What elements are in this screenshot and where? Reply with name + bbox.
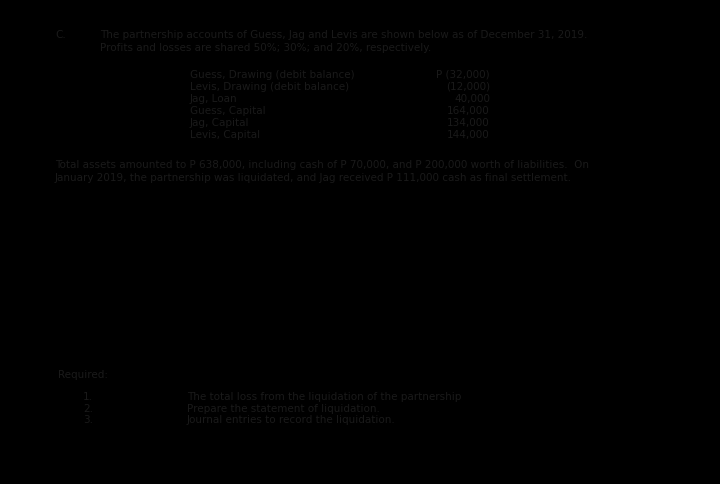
Text: Jag, Loan: Jag, Loan [190,94,238,104]
Text: 2.: 2. [83,403,93,413]
Text: Guess, Capital: Guess, Capital [190,106,266,116]
Text: Total assets amounted to P 638,000, including cash of P 70,000, and P 200,000 wo: Total assets amounted to P 638,000, incl… [55,160,589,170]
Text: January 2019, the partnership was liquidated, and Jag received P 111,000 cash as: January 2019, the partnership was liquid… [55,173,572,182]
Text: Levis, Capital: Levis, Capital [190,130,260,140]
Text: 1.: 1. [83,391,93,401]
Text: Prepare the statement of liquidation.: Prepare the statement of liquidation. [186,403,379,413]
Text: The partnership accounts of Guess, Jag and Levis are shown below as of December : The partnership accounts of Guess, Jag a… [100,30,588,40]
Text: 144,000: 144,000 [447,130,490,140]
Text: 3.: 3. [83,414,93,424]
Text: Guess, Drawing (debit balance): Guess, Drawing (debit balance) [190,70,355,80]
Text: 40,000: 40,000 [454,94,490,104]
Text: The total loss from the liquidation of the partnership: The total loss from the liquidation of t… [186,391,461,401]
Text: Profits and losses are shared 50%; 30%; and 20%, respectively.: Profits and losses are shared 50%; 30%; … [100,43,431,53]
Text: Levis, Drawing (debit balance): Levis, Drawing (debit balance) [190,82,349,92]
Text: (12,000): (12,000) [446,82,490,92]
Text: C.: C. [55,30,66,40]
Text: Journal entries to record the liquidation.: Journal entries to record the liquidatio… [186,414,395,424]
Text: P (32,000): P (32,000) [436,70,490,80]
Text: Jag, Capital: Jag, Capital [190,118,250,128]
Text: Required:: Required: [58,370,108,379]
Text: 134,000: 134,000 [447,118,490,128]
Text: 164,000: 164,000 [447,106,490,116]
